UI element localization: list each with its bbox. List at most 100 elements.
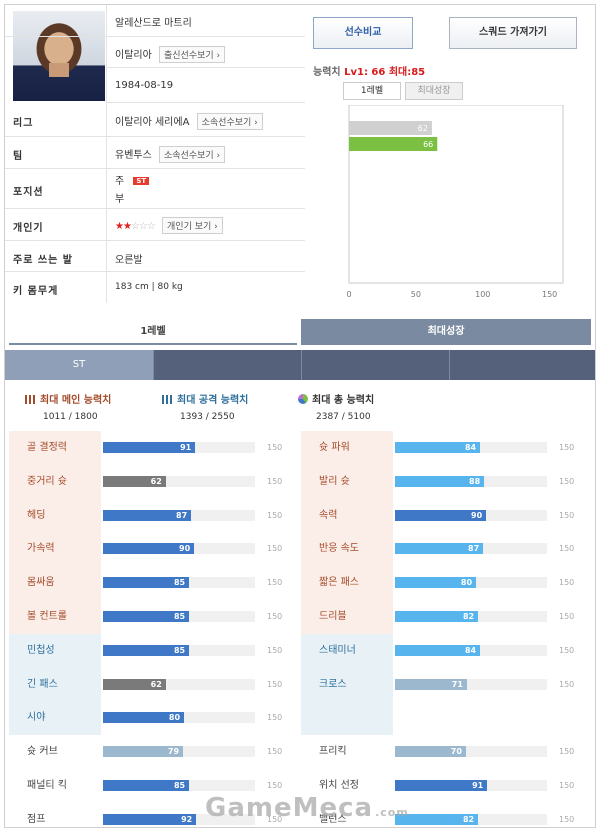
- position-selector-bar: ST: [5, 350, 595, 380]
- tab-level1[interactable]: 1레벨: [9, 319, 297, 345]
- foot-label: 주로 쓰는 발: [13, 255, 73, 266]
- stat-bar-fill: 87: [395, 543, 484, 555]
- stat-label: 점프: [9, 802, 101, 827]
- stat-bar-fill: 84: [395, 644, 481, 656]
- tab-max-growth[interactable]: 최대성장: [301, 319, 591, 345]
- position-main-label: 주: [115, 176, 125, 187]
- size-label: 키 몸무게: [13, 286, 59, 297]
- name-row: 알레산드로 마트리: [5, 5, 305, 37]
- stat-label: 가속력: [9, 532, 101, 567]
- stat-bar-fill: 79: [103, 746, 184, 758]
- stat-bar-fill: 92: [103, 813, 197, 825]
- team-players-button[interactable]: 소속선수보기 ›: [159, 146, 226, 163]
- league-label: 리그: [13, 118, 34, 129]
- stat-bar-fill: 82: [395, 610, 479, 622]
- stat-bar-track: 71: [395, 678, 547, 690]
- chart-bar-label: 62: [418, 124, 428, 133]
- stat-bar-track: 92: [103, 813, 255, 825]
- stat-bar-fill: 85: [103, 644, 190, 656]
- stat-row: [301, 701, 591, 736]
- stat-label: 드리블: [301, 599, 393, 634]
- stat-label: 헤딩: [9, 498, 101, 533]
- stat-max: 150: [267, 611, 283, 621]
- stat-bar-fill: 85: [103, 779, 190, 791]
- stat-max: 150: [559, 780, 575, 790]
- stat-bar-fill: 82: [395, 813, 479, 825]
- stat-bar-fill: 88: [395, 475, 485, 487]
- ability-level-values: Lv1: 66 최대:85: [344, 67, 426, 78]
- stat-row: 가속력 90 150: [9, 532, 299, 567]
- stat-label: [301, 701, 393, 736]
- stat-max: 150: [267, 645, 283, 655]
- summary-main-value: 1011 / 1800: [43, 412, 98, 422]
- position-row: 포지션 주 ST 부: [5, 169, 305, 209]
- stat-bar-fill: 62: [103, 678, 166, 690]
- stat-label: 패널티 킥: [9, 768, 101, 803]
- skill-label: 개인기: [13, 223, 44, 234]
- skill-stars: ★★☆☆☆: [115, 221, 156, 232]
- stat-max: 150: [559, 679, 575, 689]
- stat-max: 150: [559, 544, 575, 554]
- bar-chart-icon: [25, 395, 36, 404]
- stat-bar-track: 85: [103, 779, 255, 791]
- ability-chart: ST6266050100150: [346, 105, 564, 299]
- stat-bar-track: 90: [103, 543, 255, 555]
- pie-chart-icon: [298, 394, 308, 404]
- stat-row: 슛 파워 84 150: [301, 431, 591, 465]
- stat-bar-fill: 90: [395, 509, 487, 521]
- stat-row: 반응 속도 87 150: [301, 532, 591, 567]
- stat-label: 슛 파워: [301, 431, 393, 465]
- stat-max: 150: [267, 780, 283, 790]
- stat-max: 150: [559, 510, 575, 520]
- stat-bar-fill: 87: [103, 509, 192, 521]
- size-value: 183 cm | 80 kg: [115, 282, 183, 292]
- stat-row: 볼 컨트롤 85 150: [9, 599, 299, 634]
- position-tab-st[interactable]: ST: [5, 350, 153, 380]
- stat-row: 시야 80 150: [9, 701, 299, 736]
- stats-left-column: 골 결정력 91 150 중거리 슛 62 150 헤딩 87 150 가속력 90 150 몸싸움 85…: [9, 431, 299, 827]
- stat-max: 150: [559, 476, 575, 486]
- stat-bar-track: 85: [103, 644, 255, 656]
- position-st-badge: ST: [133, 177, 150, 185]
- foot-value: 오른발: [115, 255, 143, 266]
- stat-row: 밸런스 82 150: [301, 802, 591, 827]
- stat-label: 발리 슛: [301, 464, 393, 499]
- stat-label: 볼 컨트롤: [9, 599, 101, 634]
- stat-max: 150: [559, 645, 575, 655]
- stat-row: 헤딩 87 150: [9, 498, 299, 533]
- stat-bar-track: 62: [103, 678, 255, 690]
- stat-row: 슛 커브 79 150: [9, 735, 299, 769]
- foot-row: 주로 쓰는 발 오른발: [5, 241, 305, 272]
- league-value: 이탈리아 세리에A: [115, 117, 190, 128]
- ability-label: 능력치 Lv1: 66 최대:85: [313, 67, 426, 78]
- stat-max: 150: [559, 443, 575, 452]
- stat-label: 시야: [9, 701, 101, 736]
- league-players-button[interactable]: 소속선수보기 ›: [196, 113, 263, 130]
- birth-value: 1984-08-19: [115, 80, 174, 91]
- compare-button[interactable]: 선수비교: [313, 17, 413, 49]
- stat-bar-track: 79: [103, 746, 255, 758]
- stat-label: 짧은 패스: [301, 566, 393, 600]
- position-label: 포지션: [13, 187, 44, 198]
- stat-bar-track: 82: [395, 610, 547, 622]
- country-players-button[interactable]: 출신선수보기 ›: [159, 46, 226, 63]
- stat-label: 스태미너: [301, 633, 393, 668]
- stat-row: 크로스 71 150: [301, 667, 591, 702]
- stat-bar-track: 91: [103, 442, 255, 453]
- stat-row: 점프 92 150: [9, 802, 299, 827]
- chart-bar: [349, 137, 438, 151]
- skill-view-button[interactable]: 개인기 보기 ›: [162, 217, 223, 234]
- stat-max: 150: [267, 814, 283, 824]
- chart-tab-level1[interactable]: 1레벨: [343, 82, 401, 100]
- stats-right-column: 슛 파워 84 150 발리 슛 88 150 속력 90 150 반응 속도 87 150 짧은 패스…: [301, 431, 591, 827]
- stat-bar-fill: 70: [395, 746, 466, 758]
- chart-tab-max[interactable]: 최대성장: [405, 82, 463, 100]
- stat-bar-track: 84: [395, 644, 547, 656]
- stat-bar-fill: 85: [103, 610, 190, 622]
- team-value: 유벤투스: [115, 150, 152, 161]
- chart-tick-label: 100: [475, 290, 490, 299]
- take-squad-button[interactable]: 스쿼드 가져가기: [449, 17, 577, 49]
- stat-bar-track: 70: [395, 746, 547, 758]
- stat-bar-fill: 85: [103, 577, 190, 589]
- stat-bar-track: 84: [395, 442, 547, 453]
